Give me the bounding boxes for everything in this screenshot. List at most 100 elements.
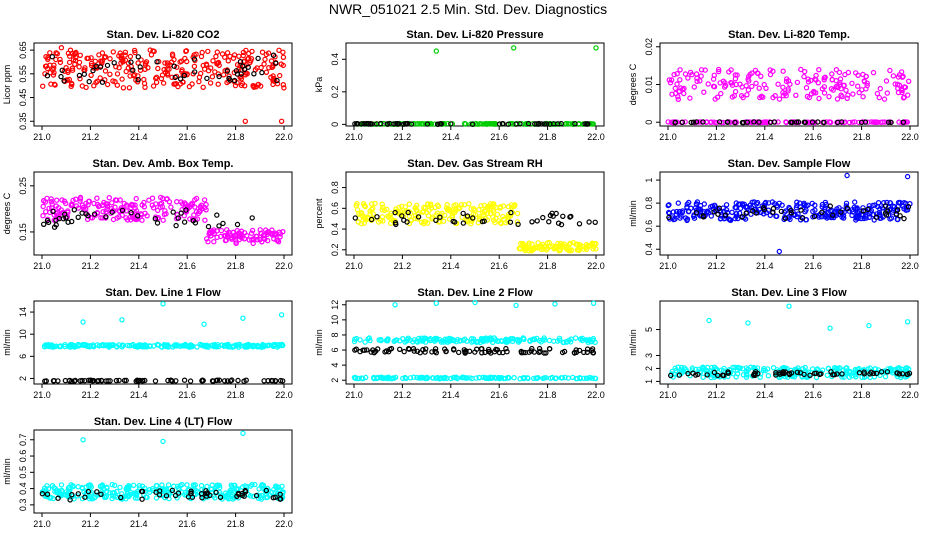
chart-panel-9: Stan. Dev. Line 3 Flow ml/min 21.0 21.2 21.4…: [628, 287, 919, 400]
data-point: [830, 87, 836, 93]
plot-title: Stan. Dev. Li-820 Temp.: [728, 29, 850, 41]
data-point: [220, 72, 227, 78]
data-point: [801, 73, 807, 80]
data-point: [51, 69, 57, 76]
data-point: [270, 343, 277, 349]
data-point: [429, 349, 435, 355]
data-point: [67, 342, 74, 348]
data-point: [852, 199, 858, 205]
data-point: [99, 342, 106, 348]
data-point: [231, 482, 237, 489]
data-point: [174, 64, 180, 70]
x-tick-label: 22.0: [901, 390, 919, 400]
data-point: [590, 300, 597, 306]
data-point: [584, 349, 591, 355]
data-point: [807, 372, 813, 378]
data-point: [685, 75, 691, 81]
data-point: [216, 62, 222, 69]
data-point: [372, 200, 378, 207]
data-point: [139, 496, 145, 502]
data-point: [224, 378, 231, 384]
data-point: [72, 196, 79, 202]
data-point: [98, 377, 105, 384]
data-point: [128, 217, 134, 223]
data-point: [501, 216, 507, 222]
data-point: [704, 208, 711, 214]
data-point: [379, 207, 385, 213]
data-point: [184, 482, 190, 488]
data-point: [358, 210, 365, 216]
data-point: [216, 73, 222, 80]
data-point: [127, 53, 134, 60]
data-point: [121, 377, 128, 384]
data-point: [859, 374, 865, 380]
y-tick-label: 0.45: [18, 89, 28, 107]
data-point: [44, 72, 51, 79]
data-point: [151, 48, 157, 55]
data-point: [816, 95, 822, 102]
data-point: [690, 119, 697, 125]
data-point: [778, 208, 785, 215]
data-point: [362, 339, 368, 345]
data-point: [518, 240, 524, 247]
data-point: [810, 208, 816, 215]
data-point: [726, 69, 732, 75]
data-point: [180, 79, 186, 85]
data-point: [233, 238, 239, 244]
data-point: [44, 491, 51, 497]
data-point: [563, 244, 570, 250]
data-point: [901, 215, 907, 222]
data-point: [899, 87, 905, 94]
data-point: [672, 119, 679, 126]
data-point: [510, 336, 516, 342]
data-point: [534, 218, 540, 224]
data-point: [804, 93, 811, 100]
data-point: [58, 45, 65, 51]
x-tick-label: 21.4: [130, 519, 148, 529]
data-point: [53, 217, 59, 223]
data-point: [844, 172, 850, 179]
data-point: [142, 342, 148, 348]
data-point: [235, 377, 241, 384]
data-point: [825, 365, 832, 371]
y-tick-label: 10: [18, 329, 28, 339]
data-point: [433, 300, 439, 306]
data-point: [898, 69, 905, 75]
data-point: [581, 243, 587, 250]
data-point: [883, 212, 890, 218]
data-point: [392, 302, 398, 308]
x-tick-label: 22.0: [587, 390, 605, 400]
data-point: [97, 75, 103, 81]
data-point: [79, 342, 85, 348]
data-point: [191, 63, 198, 70]
data-point: [152, 215, 158, 222]
data-point: [59, 489, 66, 495]
data-point: [399, 213, 405, 219]
data-point: [554, 338, 561, 344]
data-point: [250, 493, 257, 500]
data-point: [122, 52, 128, 58]
plot-title: Stan. Dev. Gas Stream RH: [407, 158, 543, 170]
data-point: [75, 491, 82, 497]
data-point: [201, 197, 208, 203]
data-point: [843, 200, 850, 206]
x-tick-label: 21.0: [345, 390, 363, 400]
data-point: [437, 214, 443, 220]
data-point: [590, 337, 596, 343]
data-point: [138, 57, 144, 63]
data-point: [830, 212, 836, 218]
data-point: [104, 485, 110, 491]
data-point: [474, 346, 480, 352]
data-point: [480, 374, 486, 380]
data-point: [786, 370, 793, 377]
data-point: [706, 317, 712, 324]
data-point: [191, 69, 198, 75]
data-point: [59, 67, 65, 74]
data-point: [150, 343, 157, 349]
data-point: [891, 203, 898, 210]
data-point: [802, 68, 808, 75]
data-point: [697, 78, 703, 84]
data-point: [562, 374, 568, 381]
x-tick-label: 21.0: [33, 390, 51, 400]
data-point: [765, 373, 772, 379]
